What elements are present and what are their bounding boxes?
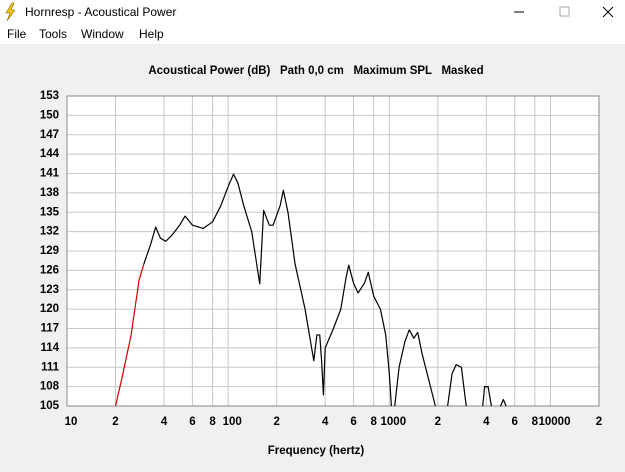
title-bar-icons [5,2,614,22]
y-tick-label: 120 [40,303,59,315]
x-tick-label: 1000 [381,416,407,428]
y-tick-label: 138 [40,187,60,199]
x-tick-label: 8 [209,416,216,428]
x-axis-label: Frequency (hertz) [268,445,365,457]
x-tick-label: 4 [322,416,329,428]
x-tick-label: 8 [532,416,539,428]
y-tick-label: 147 [40,129,59,141]
menu-bar: File Tools Window Help [0,24,625,44]
y-tick-label: 132 [40,226,59,238]
y-tick-label: 150 [40,109,59,121]
x-tick-label: 6 [512,416,518,428]
x-tick-label: 8 [371,416,378,428]
window-title: Hornresp - Acoustical Power [25,5,177,19]
y-tick-label: 153 [40,90,59,102]
y-tick-label: 126 [40,264,59,276]
y-tick-label: 111 [41,361,60,373]
y-tick-label: 123 [40,284,59,296]
menu-item[interactable]: Tools [39,27,68,41]
x-tick-label: 2 [112,416,118,428]
y-tick-label: 141 [40,168,60,180]
y-tick-label: 144 [40,148,60,160]
x-tick-label: 100 [223,416,242,428]
data-line [143,173,392,407]
maximize-button[interactable] [559,6,570,17]
app-icon [5,2,16,22]
plot-border [66,95,600,407]
title-bar: Hornresp - Acoustical Power [0,0,625,24]
x-tick-label: 2 [596,416,602,428]
data-line [500,398,507,407]
chart-title: Acoustical Power (dB) Path 0,0 cm Maximu… [148,65,483,77]
data-line [447,364,467,407]
x-tick-label: 2 [435,416,441,428]
y-tick-label: 129 [40,245,59,257]
x-tick-label: 10000 [538,416,570,428]
x-tick-label: 6 [189,416,195,428]
y-tick-label: 117 [40,323,59,335]
y-tick-label: 114 [40,342,59,354]
y-tick-label: 135 [40,206,60,218]
y-tick-label: 108 [40,381,60,393]
x-tick-label: 10 [65,416,78,428]
menu-item[interactable]: Window [81,27,124,41]
x-tick-label: 6 [350,416,356,428]
x-tick-label: 2 [273,416,279,428]
x-tick-label: 4 [483,416,490,428]
chart: Acoustical Power (dB) Path 0,0 cm Maximu… [40,65,602,457]
data-line [394,329,436,407]
menu-item[interactable]: Help [139,27,164,41]
y-tick-label: 105 [40,400,60,412]
close-button[interactable] [602,6,614,18]
menu-item[interactable]: File [7,27,27,41]
data-line [114,263,145,407]
data-line [482,386,493,407]
x-tick-label: 4 [161,416,168,428]
